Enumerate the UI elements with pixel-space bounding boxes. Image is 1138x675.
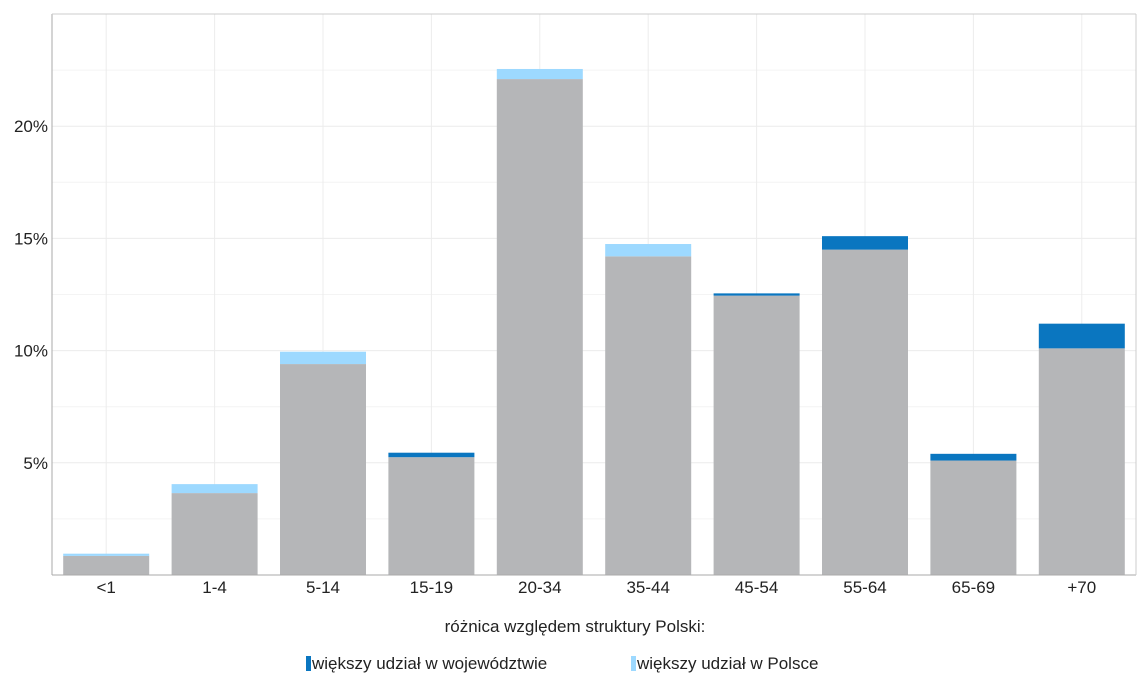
- x-tick-label-8: 65-69: [952, 578, 995, 597]
- bar-base-5: [605, 256, 692, 575]
- x-tick-label-3: 15-19: [410, 578, 453, 597]
- bar-base-0: [63, 555, 150, 575]
- bar-base-9: [1038, 348, 1125, 575]
- x-tick-label-1: 1-4: [202, 578, 227, 597]
- legend-label-polska: większy udział w Polsce: [636, 654, 818, 673]
- axes: [51, 13, 1137, 576]
- bar-series0-7: [822, 236, 908, 250]
- bar-base-4: [496, 79, 583, 576]
- legend: różnica względem struktury Polski: więks…: [306, 617, 818, 673]
- x-tick-label-5: 35-44: [626, 578, 669, 597]
- bar-series0-8: [930, 453, 1017, 461]
- bar-base-8: [930, 460, 1017, 575]
- x-tick-label-7: 55-64: [843, 578, 886, 597]
- bar-base-7: [822, 249, 908, 575]
- x-tick-labels: <1 1-4 5-14 15-19 20-34 35-44 45-54 55-64 65-69 +…: [97, 578, 1097, 597]
- x-tick-label-0: <1: [97, 578, 116, 597]
- bar-series1-1: [171, 484, 258, 494]
- y-tick-label-3: 20%: [14, 117, 48, 136]
- bar-series1-5: [605, 244, 692, 257]
- x-tick-label-2: 5-14: [306, 578, 340, 597]
- bar-series1-0: [63, 553, 150, 556]
- bar-base-3: [388, 457, 475, 575]
- y-tick-label-2: 15%: [14, 229, 48, 248]
- x-tick-label-9: +70: [1067, 578, 1096, 597]
- legend-label-wojewodztwo: większy udział w województwie: [311, 654, 547, 673]
- bar-series0-6: [713, 293, 800, 296]
- bar-base-1: [171, 493, 258, 575]
- y-tick-labels: 5% 10% 15% 20%: [14, 117, 48, 473]
- bar-series1-2: [280, 351, 366, 365]
- legend-swatch-wojewodztwo: [306, 656, 311, 671]
- bar-series1-4: [496, 68, 583, 80]
- bar-series0-3: [388, 452, 475, 458]
- bar-base-6: [713, 295, 800, 575]
- x-tick-label-4: 20-34: [518, 578, 561, 597]
- y-tick-label-1: 10%: [14, 342, 48, 361]
- legend-title: różnica względem struktury Polski:: [445, 617, 706, 636]
- y-tick-label-0: 5%: [23, 454, 48, 473]
- x-tick-label-6: 45-54: [735, 578, 778, 597]
- legend-swatch-polska: [631, 656, 636, 671]
- bar-base-2: [280, 364, 366, 575]
- bars: [63, 68, 1125, 576]
- bar-series0-9: [1038, 323, 1125, 349]
